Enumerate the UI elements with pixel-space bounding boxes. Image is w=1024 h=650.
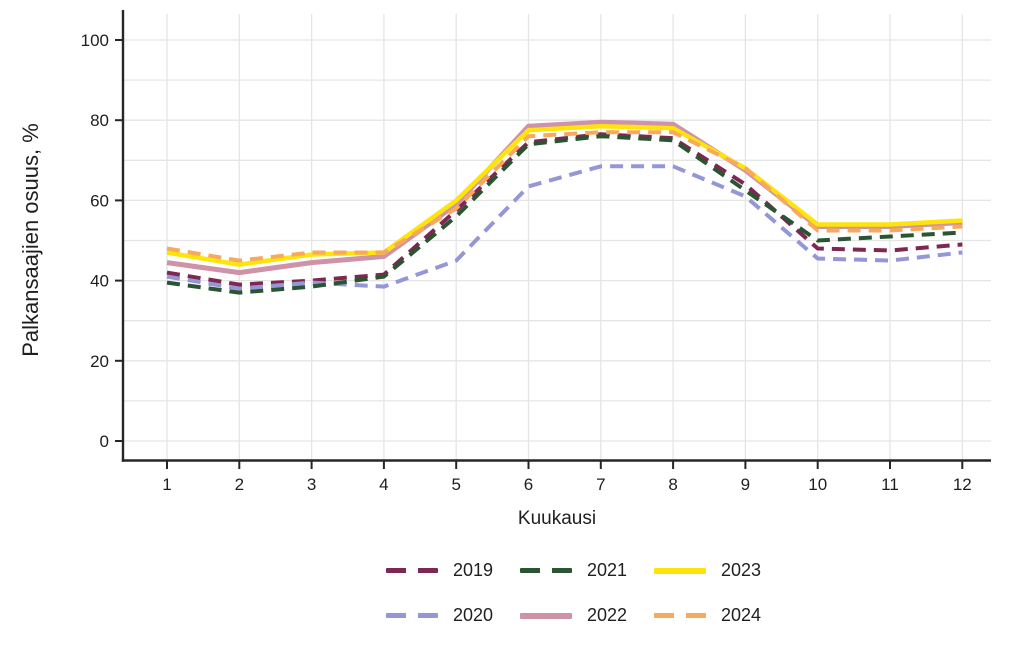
x-tick-label: 1 — [162, 475, 171, 494]
y-tick-label: 40 — [90, 272, 109, 291]
series-line-2020 — [166, 164, 963, 291]
x-tick-label: 3 — [307, 475, 316, 494]
gridlines — [124, 14, 991, 460]
x-axis-title: Kuukausi — [518, 508, 596, 529]
series-lines — [166, 119, 963, 295]
series-line-2019 — [166, 132, 963, 287]
legend-label-2022: 2022 — [587, 605, 628, 625]
legend-item-2021: 2021 — [520, 560, 630, 581]
legend-label-2019: 2019 — [453, 560, 494, 580]
legend-label-2021: 2021 — [587, 560, 628, 580]
y-tick-label: 20 — [90, 352, 109, 371]
series-line-2024 — [166, 130, 963, 263]
series-line-2023 — [166, 123, 963, 267]
legend-item-2024: 2024 — [654, 605, 764, 626]
x-tick-label: 5 — [451, 475, 460, 494]
legend-item-2020: 2020 — [386, 605, 496, 626]
legend-swatch-2023 — [654, 567, 706, 574]
axes — [115, 10, 991, 469]
legend-label-2024: 2024 — [721, 605, 762, 625]
legend-label-2020: 2020 — [453, 605, 494, 625]
legend-swatch-2021 — [520, 568, 572, 573]
legend-swatch-2024 — [654, 613, 706, 618]
x-tick-label: 4 — [379, 475, 388, 494]
y-tick-label: 100 — [81, 31, 109, 50]
y-tick-label: 0 — [100, 432, 109, 451]
legend-swatch-2022 — [520, 612, 572, 619]
series-line-2021 — [166, 134, 963, 295]
x-tick-label: 12 — [953, 475, 972, 494]
legend-item-2019: 2019 — [386, 560, 496, 581]
legend-item-2023: 2023 — [654, 560, 764, 581]
legend-label-2023: 2023 — [721, 560, 762, 580]
legend-swatch-2019 — [386, 568, 438, 573]
y-tick-label: 60 — [90, 191, 109, 210]
y-tick-label: 80 — [90, 111, 109, 130]
x-tick-label: 9 — [741, 475, 750, 494]
x-tick-label: 2 — [235, 475, 244, 494]
x-tick-label: 11 — [881, 475, 899, 494]
x-tick-label: 6 — [524, 475, 533, 494]
x-tick-label: 8 — [668, 475, 677, 494]
x-tick-label: 7 — [596, 475, 605, 494]
x-tick-label: 10 — [808, 475, 827, 494]
legend: 2019 2020 2021 2022 2023 2024 — [386, 560, 764, 626]
legend-item-2022: 2022 — [520, 605, 630, 626]
legend-swatch-2020 — [386, 613, 438, 618]
y-axis-title: Palkansaajien osuus, % — [18, 123, 43, 357]
